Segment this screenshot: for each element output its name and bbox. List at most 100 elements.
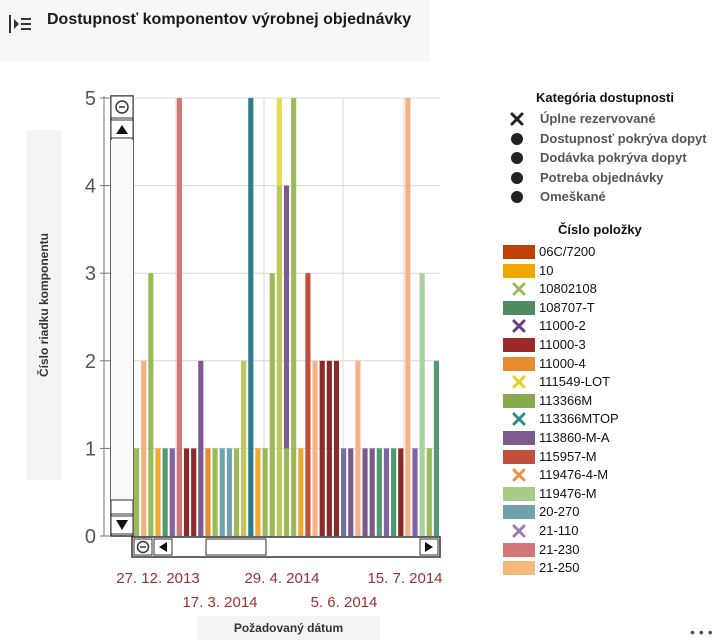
x-tick-label: 5. 6. 2014: [311, 594, 378, 611]
legend-item-label: 10: [539, 262, 554, 278]
horizontal-scroll-handle[interactable]: [205, 538, 267, 556]
bar[interactable]: [169, 448, 175, 536]
x-marker-icon: [512, 375, 526, 392]
bar[interactable]: [212, 448, 218, 536]
legend-category-title: Kategória dostupnosti: [536, 90, 674, 105]
bar[interactable]: [241, 360, 247, 536]
bar[interactable]: [305, 273, 311, 536]
bar[interactable]: [205, 448, 211, 536]
y-axis-label-box: [26, 130, 62, 480]
bar[interactable]: [219, 448, 225, 536]
bar[interactable]: [398, 448, 404, 536]
bar-segment[interactable]: [276, 185, 282, 536]
color-swatch-icon: [503, 561, 535, 578]
y-tick-label: 1: [85, 438, 96, 460]
page-title: Dostupnosť komponentov výrobnej objednáv…: [47, 11, 412, 28]
color-swatch-icon: [503, 300, 535, 318]
legend-item-label: 119476-4-M: [539, 467, 609, 483]
bar[interactable]: [333, 360, 340, 536]
x-marker-icon: [512, 282, 526, 299]
bar[interactable]: [198, 360, 204, 536]
legend-item-label: 113366M: [539, 392, 593, 408]
vertical-scroll-track[interactable]: [111, 140, 133, 500]
bar[interactable]: [419, 273, 425, 536]
more-options-icon[interactable]: •••: [690, 624, 717, 640]
bar[interactable]: [248, 98, 254, 536]
y-tick-label: 0: [85, 526, 96, 548]
bar[interactable]: [183, 448, 190, 536]
bar[interactable]: [326, 360, 332, 536]
legend-category-label: Omeškané: [540, 189, 606, 204]
vertical-scroll-handle[interactable]: [110, 499, 134, 515]
x-tick-label: 29. 4. 2014: [244, 570, 319, 587]
bar[interactable]: [298, 448, 304, 536]
title-bar: [0, 0, 430, 62]
x-tick-label: 27. 12. 2013: [116, 570, 199, 587]
bar[interactable]: [262, 448, 268, 536]
x-tick-label: 17. 3. 2014: [182, 594, 257, 611]
legend-item-label: 119476-M: [539, 485, 597, 501]
legend-items-title: Číslo položky: [558, 222, 642, 237]
vertical-scrollbar[interactable]: [110, 95, 134, 537]
bar[interactable]: [341, 448, 347, 536]
bar[interactable]: [133, 448, 140, 536]
dot-marker-icon: [510, 132, 524, 149]
legend-item-label: 20-270: [539, 504, 580, 520]
dot-marker-icon: [510, 171, 524, 188]
arrow-up-icon: [116, 125, 128, 134]
bar[interactable]: [391, 448, 397, 536]
legend-item-label: 111549-LOT: [539, 374, 611, 390]
bar[interactable]: [226, 448, 232, 536]
legend-item-label: 06C/7200: [539, 244, 596, 259]
legend-item-label: 113860-M-A: [539, 430, 610, 445]
legend-item-label: 11000-3: [539, 337, 586, 352]
arrow-right-icon: [425, 542, 433, 552]
bar[interactable]: [426, 448, 432, 536]
arrow-down-icon: [116, 520, 128, 530]
color-swatch-icon: [503, 245, 535, 262]
legend-item-label: 10802108: [539, 281, 597, 297]
bar[interactable]: [176, 98, 182, 536]
bar[interactable]: [433, 360, 440, 536]
color-swatch-icon: [503, 431, 535, 448]
legend-item-label: 11000-2: [539, 318, 586, 334]
bar[interactable]: [369, 448, 375, 536]
x-axis-label-box: [197, 616, 380, 640]
bar[interactable]: [148, 273, 154, 536]
arrow-left-icon: [159, 542, 167, 552]
bar[interactable]: [376, 448, 382, 536]
bar[interactable]: [312, 360, 318, 536]
x-axis-label: Požadovaný dátum: [233, 621, 344, 635]
legend-item-label: 115957-M: [539, 448, 597, 464]
bar[interactable]: [383, 448, 390, 536]
legend-item-label: 11000-4: [539, 355, 586, 371]
bar[interactable]: [362, 448, 368, 536]
bar[interactable]: [348, 448, 354, 536]
bar[interactable]: [233, 448, 240, 536]
bar[interactable]: [191, 448, 197, 536]
bar-segment[interactable]: [276, 98, 282, 186]
bar[interactable]: [141, 360, 147, 536]
list-menu-icon[interactable]: [6, 12, 34, 36]
legend-item-label: 21-110: [539, 523, 579, 538]
horizontal-scrollbar[interactable]: [131, 536, 441, 558]
bar[interactable]: [291, 98, 297, 536]
legend-category-label: Dostupnosť pokrýva dopyt: [540, 130, 707, 146]
bar[interactable]: [319, 360, 325, 536]
color-swatch-icon: [503, 338, 535, 355]
bar-segment[interactable]: [283, 185, 290, 449]
x-marker-icon: [512, 319, 526, 336]
bar[interactable]: [412, 448, 418, 536]
bar[interactable]: [162, 448, 168, 536]
bar-segment[interactable]: [283, 448, 290, 536]
bar[interactable]: [269, 273, 275, 536]
bar[interactable]: [255, 448, 261, 536]
color-swatch-icon: [503, 393, 535, 411]
color-swatch-icon: [503, 486, 535, 504]
bar[interactable]: [155, 448, 161, 536]
bar[interactable]: [405, 98, 411, 536]
y-tick-label: 5: [85, 88, 96, 110]
x-marker-icon: [512, 468, 526, 485]
dot-marker-icon: [510, 190, 524, 207]
bar[interactable]: [355, 360, 361, 536]
